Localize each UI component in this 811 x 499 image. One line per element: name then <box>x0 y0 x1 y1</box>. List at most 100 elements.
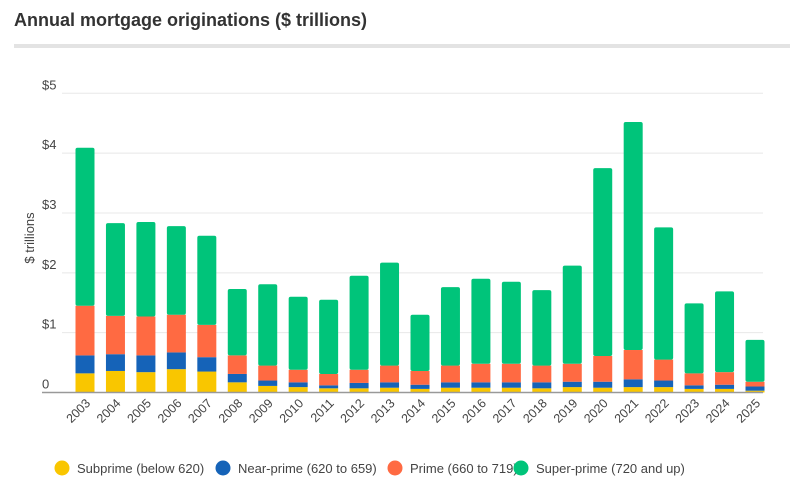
bar-segment <box>75 305 95 356</box>
bar-segment <box>288 296 308 370</box>
bar-segment <box>136 355 156 373</box>
bar-stack-2025 <box>745 339 765 393</box>
bar-segment <box>562 387 582 393</box>
bar-segment <box>593 387 613 393</box>
legend-label: Near-prime (620 to 659) <box>238 461 377 476</box>
x-tick-label: 2010 <box>277 396 307 426</box>
bar-segment <box>75 147 95 306</box>
bar-segment <box>288 387 308 393</box>
y-tick-label: $4 <box>42 137 56 152</box>
bar-segment <box>623 379 643 388</box>
bar-segment <box>380 382 400 388</box>
bar-stack-2022 <box>654 227 674 393</box>
bar-segment <box>258 284 278 366</box>
x-tick-label: 2006 <box>155 396 185 426</box>
legend-label: Subprime (below 620) <box>77 461 204 476</box>
bar-segment <box>623 387 643 393</box>
bar-stack-2008 <box>227 288 247 393</box>
bar-segment <box>562 381 582 388</box>
bar-stack-2017 <box>501 281 521 393</box>
y-tick-label: $2 <box>42 257 56 272</box>
x-tick-label: 2023 <box>673 396 703 426</box>
x-tick-label: 2013 <box>368 396 398 426</box>
x-tick-label: 2008 <box>216 396 246 426</box>
bar-segment <box>410 314 430 371</box>
bar-segment <box>136 316 156 356</box>
bar-stack-2015 <box>440 287 460 393</box>
bar-segment <box>471 363 491 383</box>
y-tick-label: 0 <box>42 377 49 392</box>
bar-segment <box>380 262 400 366</box>
bar-segment <box>349 275 369 370</box>
bar-stack-2004 <box>105 223 125 393</box>
bar-stack-2014 <box>410 314 430 393</box>
bar-segment <box>471 278 491 364</box>
x-tick-label: 2021 <box>612 396 642 426</box>
bar-segment <box>623 122 643 351</box>
bar-segment <box>227 288 247 356</box>
bar-stack-2012 <box>349 275 369 393</box>
bar-segment <box>654 387 674 393</box>
bar-segment <box>715 372 735 385</box>
bar-stack-2006 <box>166 226 186 393</box>
bar-segment <box>501 363 521 383</box>
bar-segment <box>593 355 613 382</box>
bar-segment <box>166 314 186 353</box>
bar-segment <box>197 371 217 393</box>
bar-segment <box>501 382 521 388</box>
bar-segment <box>440 387 460 393</box>
x-tick-label: 2003 <box>64 396 94 426</box>
bar-segment <box>684 373 704 386</box>
x-tick-label: 2014 <box>399 396 429 426</box>
bar-segment <box>105 354 125 371</box>
bar-segment <box>654 380 674 388</box>
bar-segment <box>501 281 521 364</box>
y-tick-label: $5 <box>42 77 56 92</box>
bar-stack-2023 <box>684 303 704 393</box>
bars <box>75 122 765 393</box>
bar-stack-2020 <box>593 168 613 393</box>
bar-segment <box>105 223 125 316</box>
x-tick-label: 2016 <box>459 396 489 426</box>
bar-segment <box>227 373 247 383</box>
bar-segment <box>593 168 613 356</box>
bar-segment <box>684 303 704 374</box>
bar-segment <box>471 387 491 393</box>
legend-swatch-icon <box>513 460 529 476</box>
bar-segment <box>258 365 278 381</box>
x-tick-label: 2005 <box>124 396 154 426</box>
y-tick-label: $1 <box>42 317 56 332</box>
legend-item: Subprime (below 620) <box>54 460 204 476</box>
bar-segment <box>715 291 735 373</box>
bar-segment <box>532 388 552 393</box>
bar-segment <box>136 372 156 393</box>
bar-segment <box>715 388 735 393</box>
bar-segment <box>349 369 369 383</box>
bar-segment <box>319 385 339 389</box>
bar-segment <box>593 381 613 388</box>
bar-stack-2011 <box>319 299 339 393</box>
chart-title: Annual mortgage originations ($ trillion… <box>14 10 368 30</box>
x-tick-label: 2004 <box>94 396 124 426</box>
legend-swatch-icon <box>54 460 70 476</box>
x-tick-label: 2011 <box>308 396 337 425</box>
bar-segment <box>440 365 460 383</box>
bar-segment <box>532 382 552 389</box>
bar-segment <box>288 382 308 388</box>
bar-segment <box>258 385 278 393</box>
bar-stack-2016 <box>471 278 491 393</box>
bar-segment <box>136 221 156 317</box>
x-tick-label: 2015 <box>429 396 459 426</box>
bar-segment <box>349 382 369 389</box>
bar-segment <box>532 290 552 366</box>
bar-segment <box>532 365 552 383</box>
bar-segment <box>166 352 186 370</box>
bar-stack-2009 <box>258 284 278 393</box>
bar-stack-2007 <box>197 235 217 393</box>
bar-segment <box>258 380 278 386</box>
bar-segment <box>319 373 339 386</box>
legend-item: Near-prime (620 to 659) <box>215 460 377 476</box>
bar-segment <box>227 355 247 374</box>
bar-segment <box>501 387 521 393</box>
